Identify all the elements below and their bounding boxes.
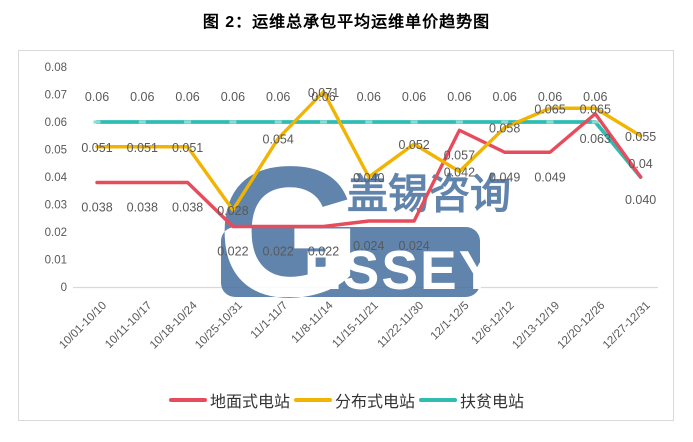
data-label-distributed: 0.052 [398, 138, 429, 152]
legend-label: 分布式电站 [334, 394, 415, 411]
y-tick-label: 0.02 [45, 227, 67, 239]
legend-item: 地面式电站 [168, 388, 290, 412]
data-label-distributed: 0.065 [534, 102, 565, 116]
teal-line-marker [501, 120, 509, 124]
x-tick-label: 10/01-10/10 [57, 300, 109, 352]
x-tick-label: 12/13-12/19 [510, 300, 562, 352]
x-tick-label: 11/22-11/30 [376, 300, 427, 351]
data-label-ground: 0.022 [217, 245, 248, 259]
data-label-ground: 0.024 [398, 239, 429, 253]
data-label-ground: 0.057 [444, 148, 475, 162]
teal-line-marker [93, 120, 101, 124]
data-label-poverty: 0.06 [583, 90, 607, 104]
data-label-poverty: 0.06 [85, 90, 109, 104]
data-label-ground: 0.038 [81, 201, 112, 215]
legend-label: 地面式电站 [209, 394, 290, 411]
data-label-ground: 0.038 [127, 201, 158, 215]
data-label-distributed: 0.054 [263, 133, 294, 147]
teal-line-marker [229, 120, 237, 124]
data-label-ground: 0.063 [580, 132, 611, 146]
teal-line-marker [365, 120, 373, 124]
teal-line-marker [591, 120, 599, 124]
data-label-poverty: 0.06 [447, 90, 471, 104]
data-label-ground: 0.022 [263, 245, 294, 259]
watermark-badge [221, 227, 480, 297]
data-label-distributed: 0.071 [308, 86, 339, 100]
y-tick-label: 0.01 [45, 255, 67, 267]
y-tick-label: 0.03 [45, 200, 67, 212]
data-label-ground: 0.038 [172, 201, 203, 215]
data-label-poverty: 0.06 [130, 90, 154, 104]
gessey-watermark: GGESSEY盖锡咨询 [217, 129, 511, 336]
x-tick-label: 12/20-12/26 [556, 300, 608, 352]
page-title: 图 2：运维总承包平均运维单价趋势图 [202, 14, 491, 31]
y-tick-label: 0.06 [45, 117, 67, 129]
series-line-distributed [95, 90, 643, 212]
data-label-poverty: 0.06 [493, 90, 517, 104]
x-tick-label: 12/6-12/12 [469, 300, 516, 347]
data-label-distributed: 0.065 [580, 102, 611, 116]
legend-label: 扶贫电站 [460, 394, 525, 411]
data-label-poverty: 0.06 [357, 90, 381, 104]
data-label-distributed: 0.058 [489, 122, 520, 136]
data-label-ground: 0.024 [353, 239, 384, 253]
data-label-poverty: 0.040 [625, 193, 656, 207]
data-label-poverty: 0.06 [402, 90, 426, 104]
x-tick-label: 10/18-10/24 [148, 299, 200, 351]
teal-line-marker [184, 120, 192, 124]
y-tick-label: 0 [61, 282, 67, 294]
data-label-distributed: 0.042 [444, 166, 475, 180]
y-tick-label: 0.08 [45, 62, 67, 74]
y-tick-label: 0.05 [45, 145, 67, 157]
legend-swatch [168, 398, 207, 402]
data-label-poverty: 0.06 [221, 90, 245, 104]
x-tick-label: 12/27-12/31 [601, 300, 653, 352]
data-label-distributed: 0.051 [81, 141, 112, 155]
chart-legend: 地面式电站 分布式电站 扶贫电站 [0, 388, 693, 412]
teal-line-marker [455, 120, 463, 124]
teal-line-marker [138, 120, 146, 124]
legend-swatch [419, 398, 457, 402]
data-label-poverty: 0.06 [538, 90, 562, 104]
legend-item: 扶贫电站 [419, 388, 524, 412]
data-label-distributed: 0.055 [625, 130, 656, 144]
data-label-distributed: 0.051 [127, 141, 158, 155]
x-tick-label: 12/1-12/5 [429, 300, 472, 343]
data-label-ground: 0.022 [308, 245, 339, 259]
y-tick-label: 0.07 [45, 90, 67, 102]
data-label-poverty: 0.06 [311, 90, 335, 104]
data-label-poverty: 0.06 [175, 90, 199, 104]
teal-line-marker [410, 120, 418, 124]
data-label-ground: 0.049 [489, 170, 520, 184]
teal-line-marker [274, 120, 282, 124]
data-label-distributed: 0.028 [217, 204, 248, 218]
y-tick-label: 0.04 [45, 172, 68, 184]
data-label-distributed: 0.051 [172, 141, 203, 155]
data-label-ground: 0.04 [628, 157, 652, 171]
legend-item: 分布式电站 [293, 388, 415, 412]
data-label-ground: 0.049 [534, 170, 565, 184]
legend-swatch [293, 398, 332, 402]
teal-line-marker [320, 120, 327, 124]
watermark-g-letter-knockout: G [217, 129, 362, 336]
watermark-en-text: ESSEY [304, 239, 497, 301]
data-label-poverty: 0.06 [266, 90, 290, 104]
series-line-ground [95, 112, 643, 229]
data-label-distributed: 0.040 [353, 171, 384, 185]
teal-line-marker [546, 120, 554, 124]
